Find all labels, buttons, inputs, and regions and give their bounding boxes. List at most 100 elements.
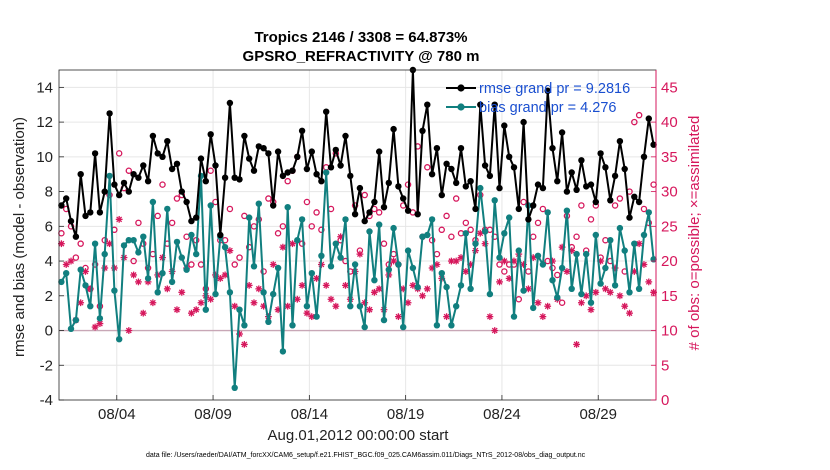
obs-assimilated-marker bbox=[404, 299, 412, 307]
obs-assimilated-marker bbox=[293, 295, 301, 303]
rmse-point bbox=[462, 183, 469, 190]
obs-assimilated-marker bbox=[279, 243, 287, 251]
obs-assimilated-marker bbox=[284, 302, 292, 310]
rmse-point bbox=[101, 188, 108, 195]
obs-assimilated-stroke bbox=[424, 285, 431, 292]
obs-assimilated-stroke bbox=[366, 306, 373, 313]
rmse-point bbox=[371, 198, 378, 206]
obs-assimilated-stroke bbox=[376, 285, 383, 292]
rmse-point bbox=[428, 171, 436, 178]
bias-series-line bbox=[60, 171, 655, 389]
obs-assimilated-stroke bbox=[588, 306, 594, 313]
legend-bias-label: bias grand pr = 4.276 bbox=[479, 100, 616, 116]
bias-point bbox=[607, 237, 614, 244]
rmse-point bbox=[380, 204, 388, 211]
obs-assimilated-stroke bbox=[458, 254, 464, 261]
rmse-point bbox=[361, 217, 368, 225]
obs-assimilated-stroke bbox=[178, 289, 185, 296]
obs-possible-marker bbox=[231, 261, 238, 268]
bias-point bbox=[453, 303, 460, 310]
bias-point bbox=[611, 282, 619, 289]
bias-point bbox=[207, 202, 214, 209]
obs-assimilated-marker bbox=[139, 309, 147, 317]
bias-point bbox=[202, 306, 209, 313]
obs-assimilated-marker bbox=[308, 313, 316, 321]
bias-point bbox=[58, 278, 65, 286]
bias-point bbox=[635, 285, 643, 292]
obs-possible-marker bbox=[260, 268, 267, 275]
obs-assimilated-marker bbox=[500, 257, 508, 265]
y-axis-label: rmse and bias (model - observation) bbox=[11, 117, 28, 357]
rmse-point bbox=[241, 132, 248, 140]
obs-possible-marker bbox=[635, 111, 643, 119]
rmse-point bbox=[327, 164, 335, 171]
obs-possible-marker bbox=[154, 212, 161, 220]
obs-assimilated-stroke bbox=[539, 313, 546, 320]
bias-point bbox=[106, 172, 113, 180]
rmse-point bbox=[82, 212, 89, 220]
obs-assimilated-marker bbox=[207, 295, 215, 303]
rmse-point bbox=[404, 207, 412, 214]
rmse-point bbox=[236, 176, 243, 183]
rmse-point bbox=[231, 174, 238, 181]
rmse-point bbox=[376, 148, 383, 155]
rmse-point bbox=[395, 183, 402, 190]
obs-assimilated-stroke bbox=[486, 313, 493, 320]
bias-point bbox=[212, 290, 219, 298]
bias-point bbox=[82, 282, 89, 289]
obs-possible-marker bbox=[188, 261, 195, 268]
bias-point bbox=[404, 247, 412, 254]
obs-assimilated-stroke bbox=[616, 292, 623, 299]
bias-point bbox=[347, 303, 354, 310]
bias-point bbox=[313, 313, 320, 320]
bias-point bbox=[539, 261, 547, 268]
obs-possible-marker bbox=[501, 268, 508, 275]
obs-assimilated-stroke bbox=[63, 261, 70, 268]
obs-assimilated-marker bbox=[534, 299, 542, 307]
rmse-point bbox=[443, 160, 450, 167]
obs-possible-marker bbox=[573, 233, 580, 240]
rmse-point bbox=[332, 146, 339, 154]
obs-assimilated-marker bbox=[130, 271, 138, 279]
bias-point bbox=[457, 282, 465, 289]
obs-assimilated-stroke bbox=[636, 240, 643, 247]
obs-assimilated-stroke bbox=[174, 306, 180, 313]
obs-assimilated-marker bbox=[356, 250, 364, 258]
legend: rmse grand pr = 9.2816 bias grand pr = 4… bbox=[446, 81, 630, 116]
rmse-point bbox=[592, 198, 599, 206]
bias-point bbox=[568, 285, 575, 292]
obs-assimilated-marker bbox=[626, 309, 633, 317]
obs-possible-marker bbox=[226, 205, 234, 213]
rmse-point bbox=[308, 148, 315, 155]
obs-assimilated-marker bbox=[192, 306, 200, 314]
bias-point bbox=[327, 263, 335, 270]
rmse-point bbox=[621, 165, 628, 173]
bias-point bbox=[592, 231, 599, 239]
bias-point bbox=[390, 224, 397, 232]
obs-assimilated-stroke bbox=[602, 285, 609, 292]
obs-assimilated-marker bbox=[149, 299, 157, 307]
obs-possible-marker bbox=[236, 254, 243, 261]
obs-assimilated-stroke bbox=[308, 313, 315, 320]
rmse-point bbox=[265, 150, 272, 157]
obs-assimilated-marker bbox=[366, 306, 373, 314]
bias-point bbox=[337, 254, 344, 261]
rmse-point bbox=[77, 171, 84, 178]
obs-assimilated-stroke bbox=[462, 268, 469, 275]
rmse-point bbox=[626, 214, 633, 221]
obs-possible-marker bbox=[173, 195, 181, 202]
obs-assimilated-marker bbox=[67, 257, 75, 265]
x-tick-label-1: 08/09 bbox=[194, 406, 232, 423]
obs-assimilated-marker bbox=[587, 306, 595, 314]
obs-assimilated-marker bbox=[447, 257, 455, 265]
y-right-tick-label-6: 30 bbox=[661, 184, 678, 201]
obs-assimilated-stroke bbox=[356, 251, 363, 258]
rmse-point bbox=[197, 155, 205, 162]
bias-point bbox=[77, 266, 84, 273]
obs-assimilated-marker bbox=[443, 313, 450, 321]
obs-assimilated-stroke bbox=[405, 299, 411, 306]
rmse-point bbox=[578, 157, 585, 164]
obs-assimilated-stroke bbox=[506, 275, 513, 282]
bias-point bbox=[380, 316, 388, 324]
obs-assimilated-stroke bbox=[241, 341, 248, 348]
